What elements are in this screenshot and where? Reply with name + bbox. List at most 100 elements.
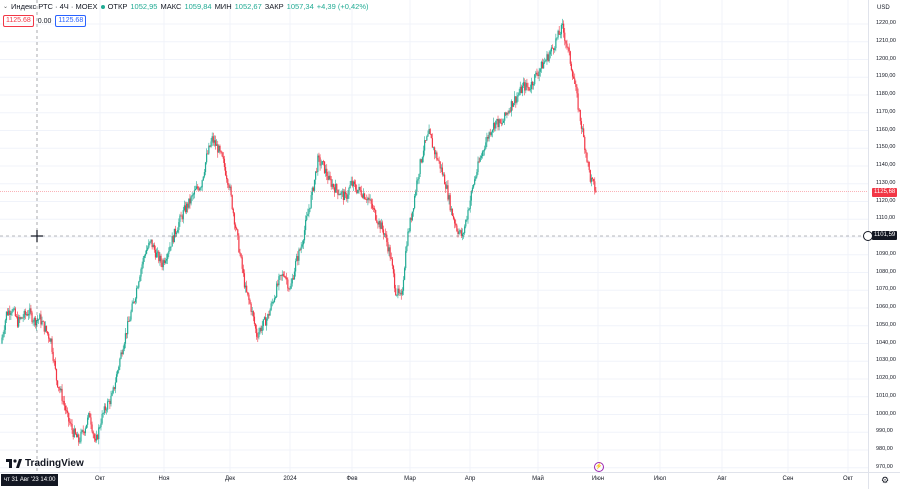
candle-body bbox=[429, 129, 431, 135]
candle-body bbox=[191, 195, 193, 197]
candle-body bbox=[103, 406, 105, 414]
candle-body bbox=[377, 222, 379, 225]
candle-body bbox=[352, 181, 355, 187]
candle-body bbox=[187, 203, 189, 208]
candle-body bbox=[431, 138, 434, 148]
candle-body bbox=[270, 303, 272, 310]
candle-body bbox=[432, 147, 435, 149]
candle-body bbox=[101, 413, 103, 424]
candle-body bbox=[551, 47, 554, 49]
price-tick-label: 1160,00 bbox=[876, 126, 896, 133]
candle-body bbox=[89, 413, 91, 418]
candle-body bbox=[467, 210, 469, 220]
candle-body bbox=[470, 191, 472, 201]
candle-body bbox=[23, 310, 25, 318]
candle-body bbox=[274, 297, 277, 299]
candle-body bbox=[376, 219, 378, 223]
candle-body bbox=[157, 251, 159, 253]
candle-body bbox=[335, 184, 337, 193]
candle-body bbox=[524, 82, 526, 91]
candle-body bbox=[49, 338, 51, 342]
chart-pane[interactable] bbox=[0, 0, 868, 472]
time-axis[interactable] bbox=[0, 472, 868, 489]
candle-body bbox=[198, 188, 200, 191]
candle-body bbox=[540, 61, 542, 69]
candle-body bbox=[516, 96, 518, 103]
candle-body bbox=[414, 195, 416, 209]
candle-body bbox=[446, 185, 448, 189]
buy-button[interactable]: 1125.68 bbox=[55, 15, 87, 27]
candle-body bbox=[412, 208, 415, 212]
candle-body bbox=[358, 186, 360, 190]
candle-body bbox=[272, 301, 274, 303]
candle-body bbox=[131, 303, 133, 312]
candle-body bbox=[159, 255, 161, 262]
candle-body bbox=[301, 244, 303, 247]
price-tick-label: 1220,00 bbox=[876, 20, 896, 26]
candle-body bbox=[434, 147, 436, 155]
candle-body bbox=[367, 197, 369, 201]
candle-body bbox=[299, 249, 301, 251]
candle-body bbox=[279, 275, 281, 277]
candle-body bbox=[346, 194, 348, 199]
candle-body bbox=[549, 51, 551, 55]
candle-body bbox=[578, 109, 580, 111]
candle-body bbox=[530, 81, 532, 90]
candle-body bbox=[122, 348, 124, 355]
candle-body bbox=[415, 191, 417, 196]
gear-icon[interactable]: ⚙ bbox=[881, 475, 890, 485]
price-tick-label: 1190,00 bbox=[876, 73, 896, 80]
candle-body bbox=[118, 366, 120, 371]
candle-body bbox=[164, 260, 167, 264]
candle-body bbox=[396, 295, 398, 296]
candle-body bbox=[587, 161, 589, 163]
candle-body bbox=[64, 405, 66, 411]
candle-body bbox=[307, 213, 309, 216]
candle-body bbox=[202, 176, 204, 181]
candle-body bbox=[310, 195, 312, 208]
event-flash-icon[interactable]: ⚡ bbox=[594, 462, 604, 472]
candle-body bbox=[336, 184, 338, 190]
candle-body bbox=[454, 218, 456, 224]
candle-body bbox=[78, 434, 80, 443]
tradingview-logo[interactable]: TradingView bbox=[6, 458, 84, 469]
candle-body bbox=[481, 151, 484, 156]
candle-body bbox=[83, 432, 85, 434]
candle-body bbox=[233, 213, 236, 225]
candle-body bbox=[571, 70, 574, 77]
candle-body bbox=[39, 314, 41, 320]
candlestick-chart[interactable] bbox=[0, 0, 868, 472]
candle-body bbox=[504, 112, 506, 121]
candle-body bbox=[208, 145, 210, 154]
candle-body bbox=[277, 283, 279, 286]
high-label: МАКС bbox=[160, 2, 182, 11]
candle-body bbox=[36, 319, 39, 321]
candle-body bbox=[250, 303, 252, 312]
candle-body bbox=[81, 430, 83, 432]
candle-body bbox=[517, 95, 519, 97]
time-tick-label: Июн bbox=[591, 476, 605, 482]
candle-body bbox=[132, 301, 134, 304]
candle-body bbox=[77, 434, 79, 438]
chevron-down-icon[interactable]: ⌄ bbox=[3, 4, 9, 10]
currency-label[interactable]: USD bbox=[877, 5, 890, 11]
last-price-badge: 1125,68 bbox=[872, 188, 898, 197]
candle-body bbox=[547, 54, 549, 61]
candle-body bbox=[239, 252, 241, 254]
candle-body bbox=[61, 388, 63, 401]
candle-body bbox=[90, 417, 92, 425]
candle-body bbox=[12, 309, 14, 312]
candle-body bbox=[99, 427, 101, 428]
candle-body bbox=[55, 368, 58, 381]
candle-body bbox=[137, 287, 139, 289]
symbol-title[interactable]: Индекс РТС · 4Ч · MOEX bbox=[11, 2, 98, 11]
candle-body bbox=[545, 59, 547, 62]
candle-body bbox=[115, 374, 118, 383]
sell-button[interactable]: 1125.68 bbox=[3, 15, 34, 27]
candle-body bbox=[281, 274, 283, 276]
candle-body bbox=[113, 387, 115, 389]
candle-body bbox=[508, 110, 510, 114]
candle-body bbox=[162, 260, 164, 268]
candle-body bbox=[72, 430, 74, 438]
candle-body bbox=[388, 247, 390, 252]
